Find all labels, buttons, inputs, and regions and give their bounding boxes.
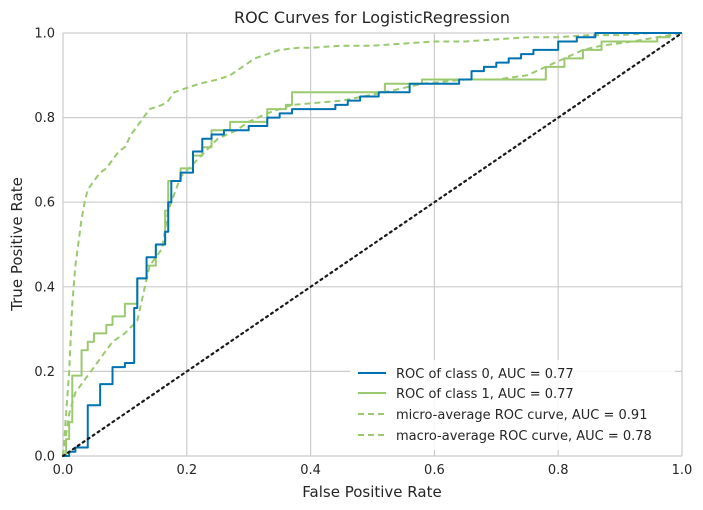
x-tick-label: 0.4 [300, 463, 321, 478]
y-tick-label: 1.0 [34, 27, 55, 42]
series-lines [61, 31, 684, 458]
x-tick-label: 1.0 [672, 463, 693, 478]
x-tick-label: 0.2 [176, 463, 197, 478]
x-axis-label: False Positive Rate [302, 483, 441, 501]
legend-label-class0: ROC of class 0, AUC = 0.77 [396, 367, 574, 382]
y-tick-label: 0.6 [34, 196, 55, 211]
legend-label-class1: ROC of class 1, AUC = 0.77 [396, 387, 574, 402]
y-tick-label: 0.0 [34, 450, 55, 465]
y-tick-label: 0.8 [34, 111, 55, 126]
micro-average-roc-line [62, 32, 682, 457]
tick-labels: 0.0 0.2 0.4 0.6 0.8 1.0 0.0 0.2 0.4 0.6 0.8 1.0 [34, 27, 692, 479]
class0-roc-line [63, 32, 682, 457]
y-tick-label: 0.2 [34, 365, 55, 380]
legend-label-micro: micro-average ROC curve, AUC = 0.91 [396, 408, 647, 423]
legend: ROC of class 0, AUC = 0.77 ROC of class … [350, 360, 675, 450]
legend-box [350, 360, 675, 450]
x-tick-label: 0.8 [548, 463, 569, 478]
x-tick-label: 0.0 [53, 463, 74, 478]
y-tick-label: 0.4 [34, 280, 55, 295]
y-axis-label: True Positive Rate [8, 177, 26, 312]
chart-title: ROC Curves for LogisticRegression [234, 8, 510, 27]
legend-label-macro: macro-average ROC curve, AUC = 0.78 [396, 429, 652, 444]
class1-roc-line [63, 32, 682, 457]
chance-diagonal-line [61, 31, 684, 458]
grid-lines [62, 32, 683, 457]
x-tick-label: 0.6 [424, 463, 445, 478]
